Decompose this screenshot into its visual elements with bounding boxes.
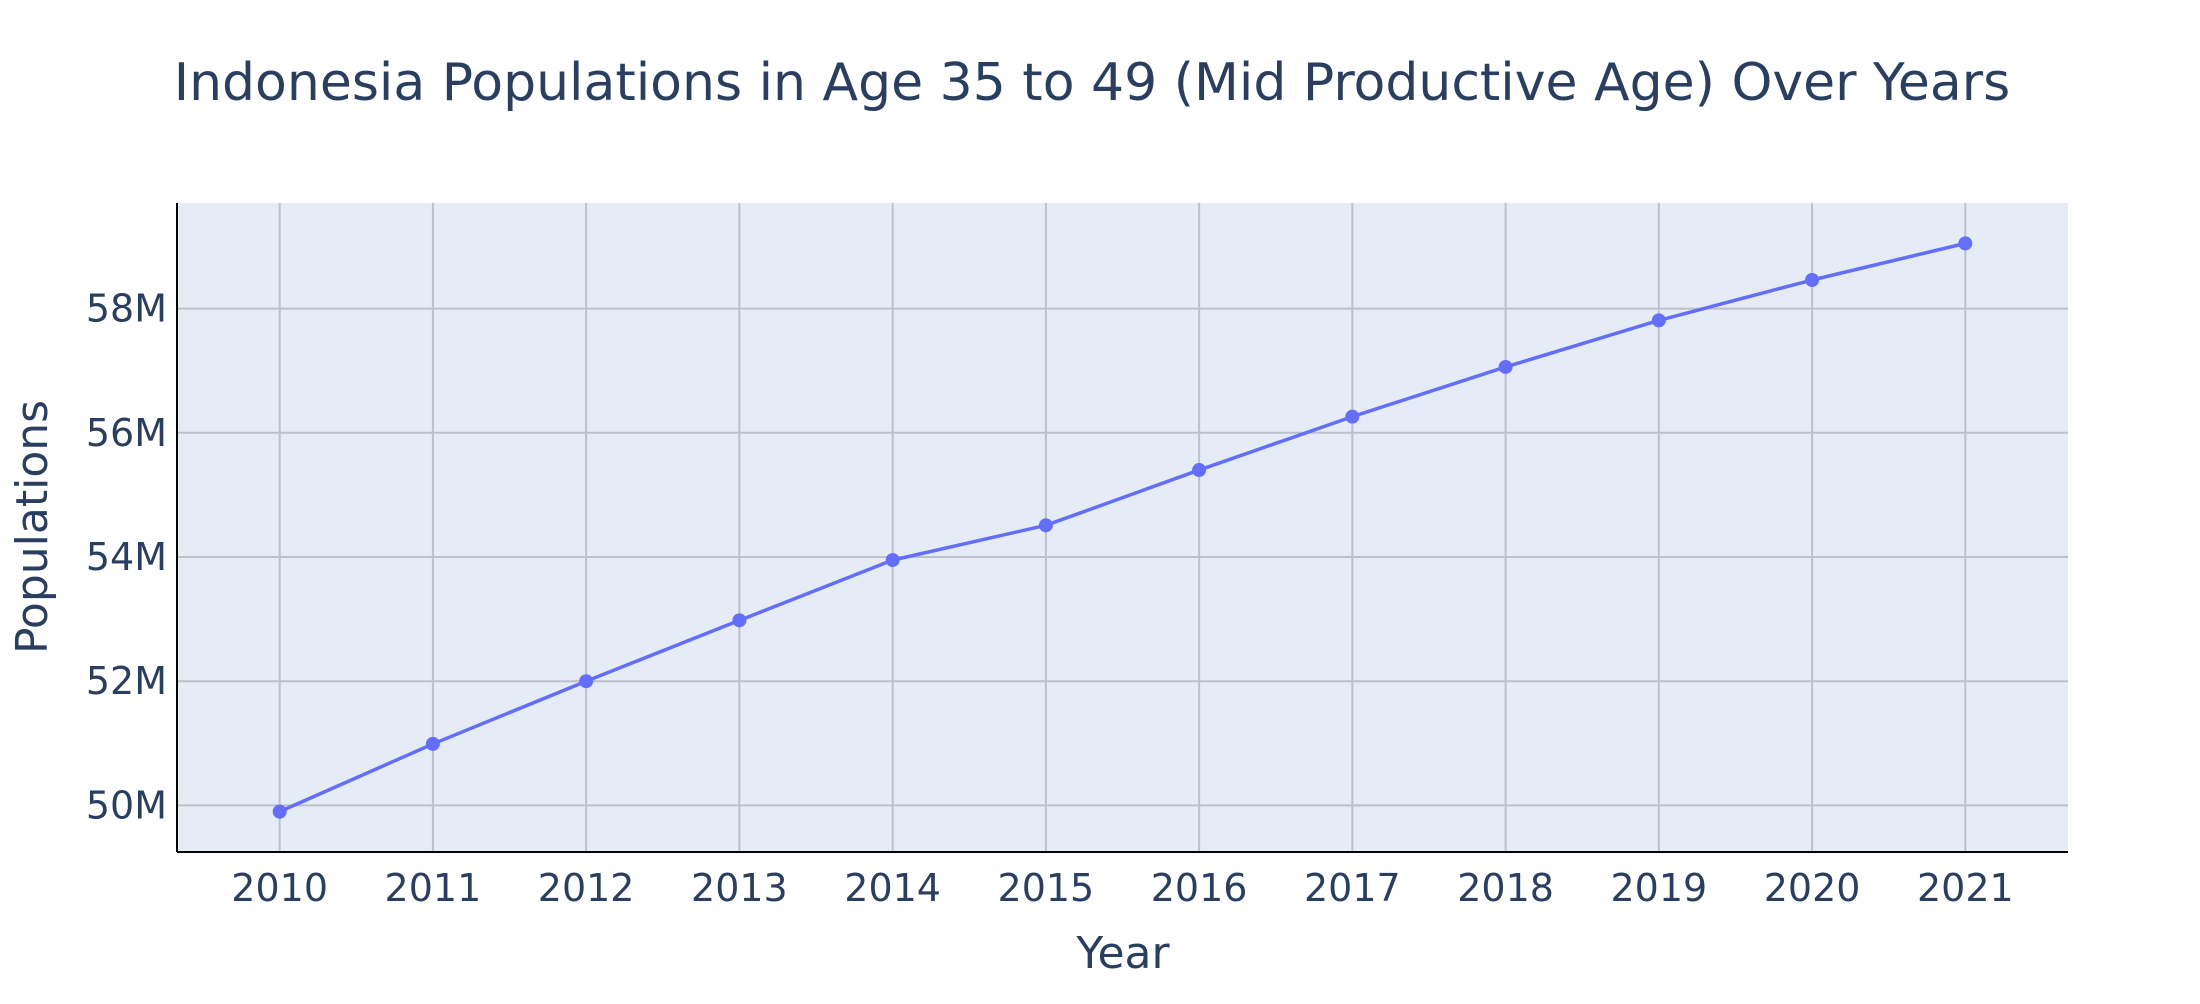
data-point-2012 bbox=[579, 674, 594, 689]
x-tick-label-2018: 2018 bbox=[1457, 866, 1554, 910]
y-tick-label-58m: 58M bbox=[86, 287, 167, 331]
data-point-2011 bbox=[425, 736, 440, 751]
x-tick-label-2010: 2010 bbox=[231, 866, 328, 910]
y-tick-label-52m: 52M bbox=[86, 659, 167, 703]
series-line bbox=[278, 241, 1966, 814]
y-tick-label-54m: 54M bbox=[86, 535, 167, 579]
y-tick-label-50m: 50M bbox=[86, 783, 167, 827]
data-point-2018 bbox=[1498, 359, 1513, 374]
x-tick-label-2016: 2016 bbox=[1151, 866, 1248, 910]
data-point-2010 bbox=[272, 804, 287, 819]
x-tick-label-2013: 2013 bbox=[691, 866, 788, 910]
plot-area: 2010 2011 2012 2013 2014 2015 2016 2017 2018 2019… bbox=[86, 203, 2068, 910]
y-axis-title: Populations bbox=[7, 400, 58, 654]
data-point-2017 bbox=[1345, 409, 1360, 424]
x-axis-title: Year bbox=[1075, 928, 1170, 979]
data-point-2019 bbox=[1651, 313, 1666, 328]
data-point-2016 bbox=[1192, 463, 1207, 478]
plot-background bbox=[177, 203, 2068, 852]
x-tick-label-2011: 2011 bbox=[385, 866, 482, 910]
x-tick-label-2017: 2017 bbox=[1304, 866, 1401, 910]
x-tick-label-2021: 2021 bbox=[1917, 866, 2014, 910]
data-point-2015 bbox=[1038, 518, 1053, 533]
data-point-2013 bbox=[732, 613, 747, 628]
x-tick-label-2019: 2019 bbox=[1610, 866, 1707, 910]
data-point-2014 bbox=[885, 553, 900, 568]
x-tick-label-2015: 2015 bbox=[998, 866, 1095, 910]
data-point-2020 bbox=[1805, 273, 1820, 288]
x-tick-label-2014: 2014 bbox=[844, 866, 941, 910]
x-tick-label-2012: 2012 bbox=[538, 866, 635, 910]
data-point-2021 bbox=[1958, 236, 1973, 251]
y-tick-label-56m: 56M bbox=[86, 411, 167, 455]
chart-title: Indonesia Populations in Age 35 to 49 (M… bbox=[174, 53, 2010, 113]
x-tick-label-2020: 2020 bbox=[1764, 866, 1861, 910]
